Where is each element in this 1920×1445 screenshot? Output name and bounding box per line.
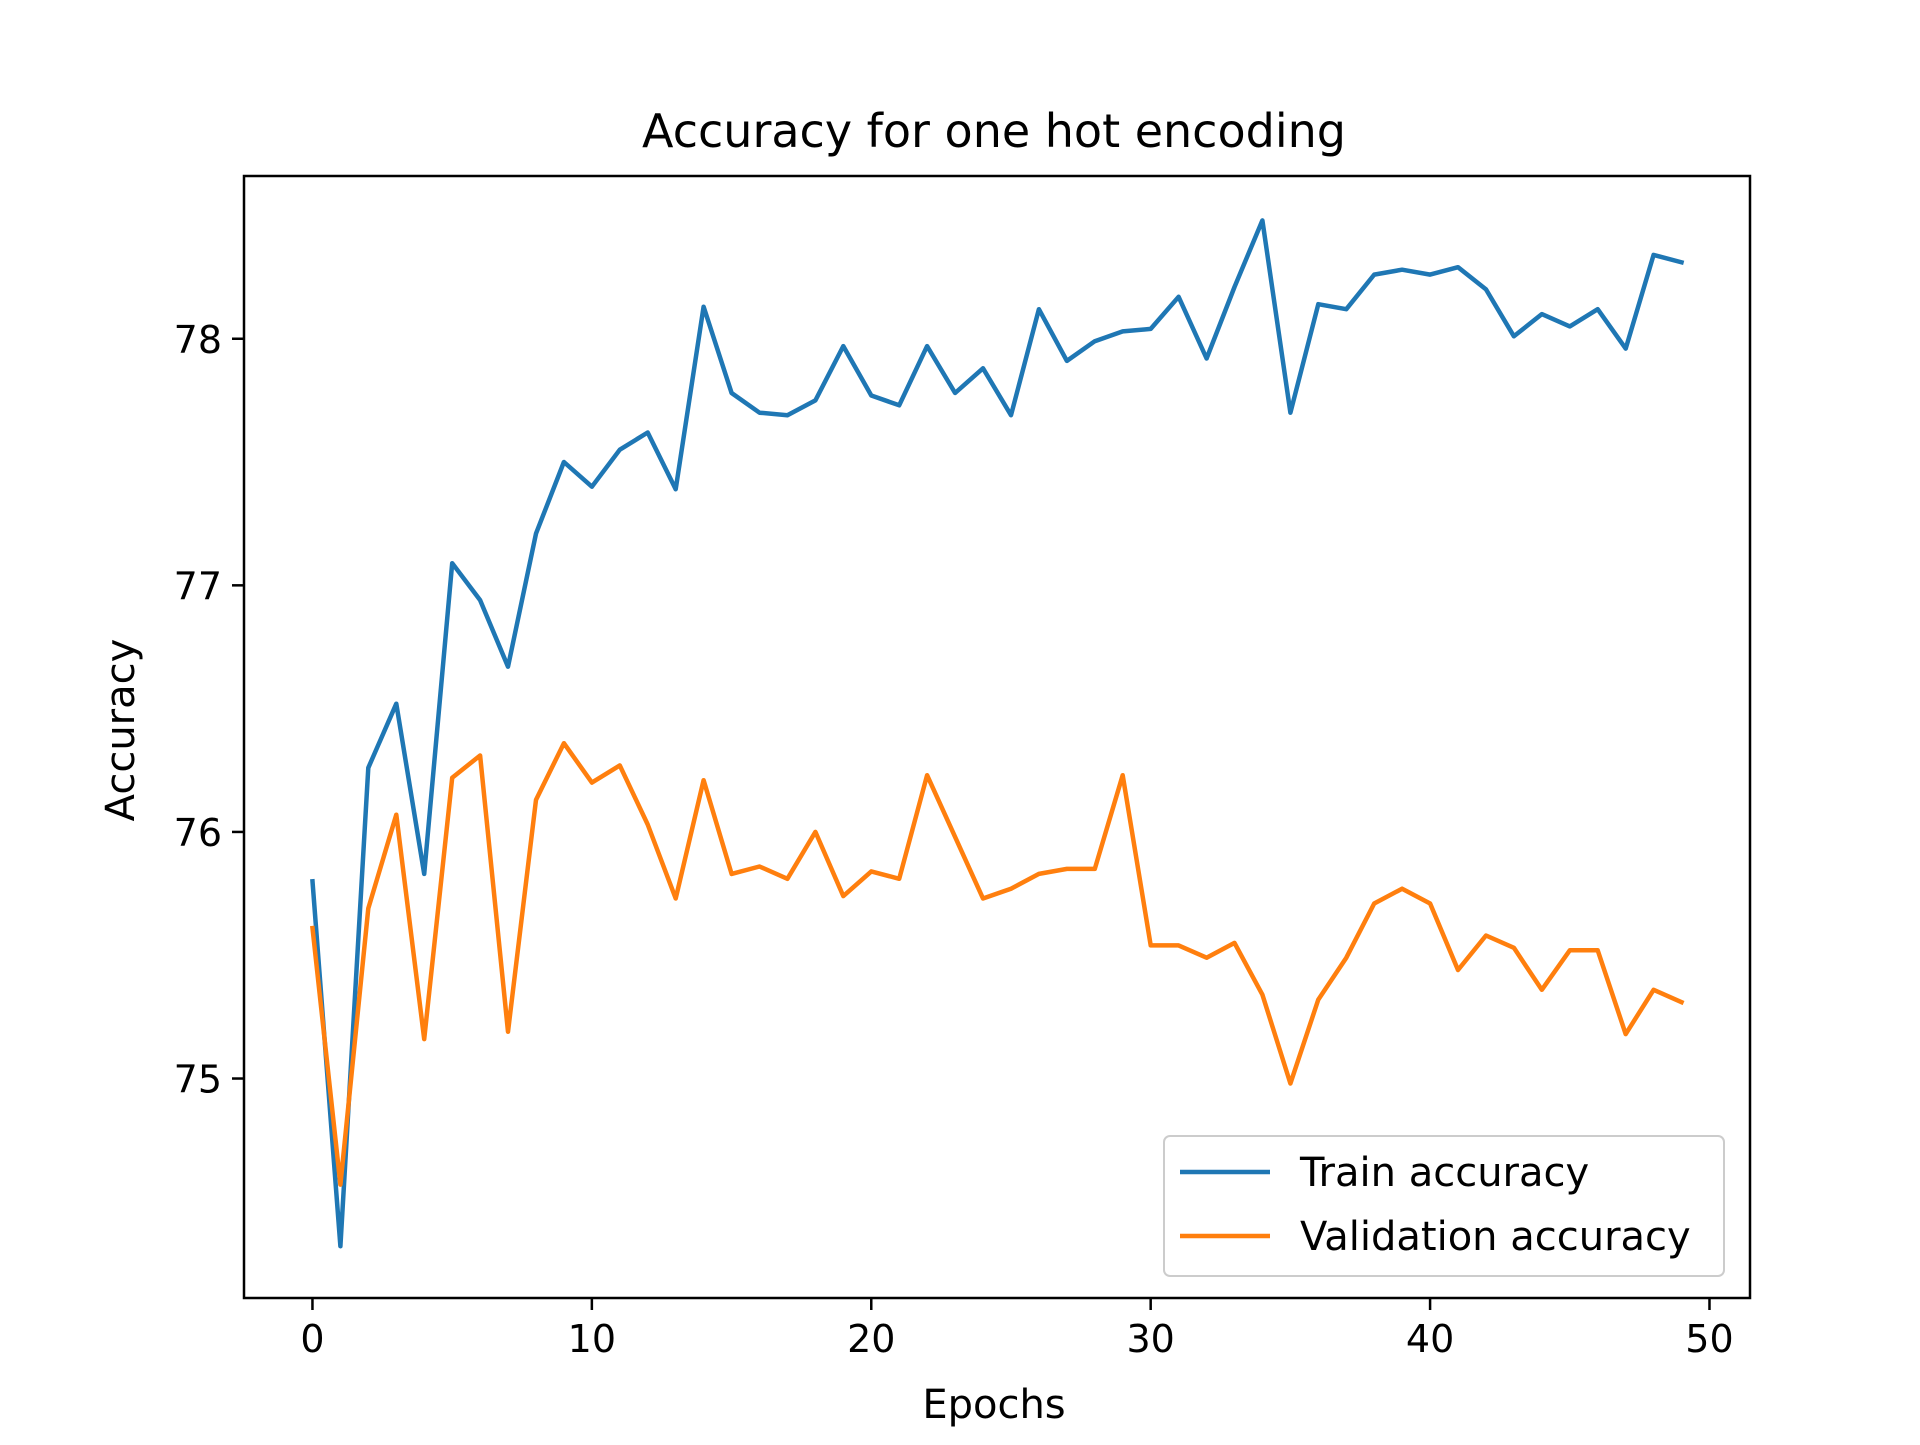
x-tick-label: 10 [568,1317,616,1361]
series-line-validation-accuracy [310,740,1685,1187]
x-tick-label: 0 [300,1317,324,1361]
legend-label-validation: Validation accuracy [1300,1214,1691,1260]
legend-box [1163,1135,1725,1277]
x-tick-label: 20 [847,1317,895,1361]
x-tick-label: 30 [1126,1317,1174,1361]
y-tick-label: 76 [174,811,222,855]
axis-ticks: 0 10 20 30 40 50 75 76 77 78 [174,318,1734,1361]
x-tick-label: 40 [1406,1317,1454,1361]
y-tick-label: 77 [174,564,222,608]
x-axis-label: Epochs [922,1382,1065,1428]
y-tick-label: 75 [174,1058,222,1102]
chart-title: Accuracy for one hot encoding [642,104,1346,158]
y-tick-label: 78 [174,318,222,362]
series-line-train-accuracy [310,218,1685,1249]
x-tick-label: 50 [1685,1317,1733,1361]
y-axis-label: Accuracy [98,639,144,822]
legend: Train accuracy Validation accuracy [1163,1135,1725,1277]
plot-frame [242,174,1752,1300]
plot-area [242,174,1752,1300]
legend-label-train: Train accuracy [1299,1150,1589,1196]
